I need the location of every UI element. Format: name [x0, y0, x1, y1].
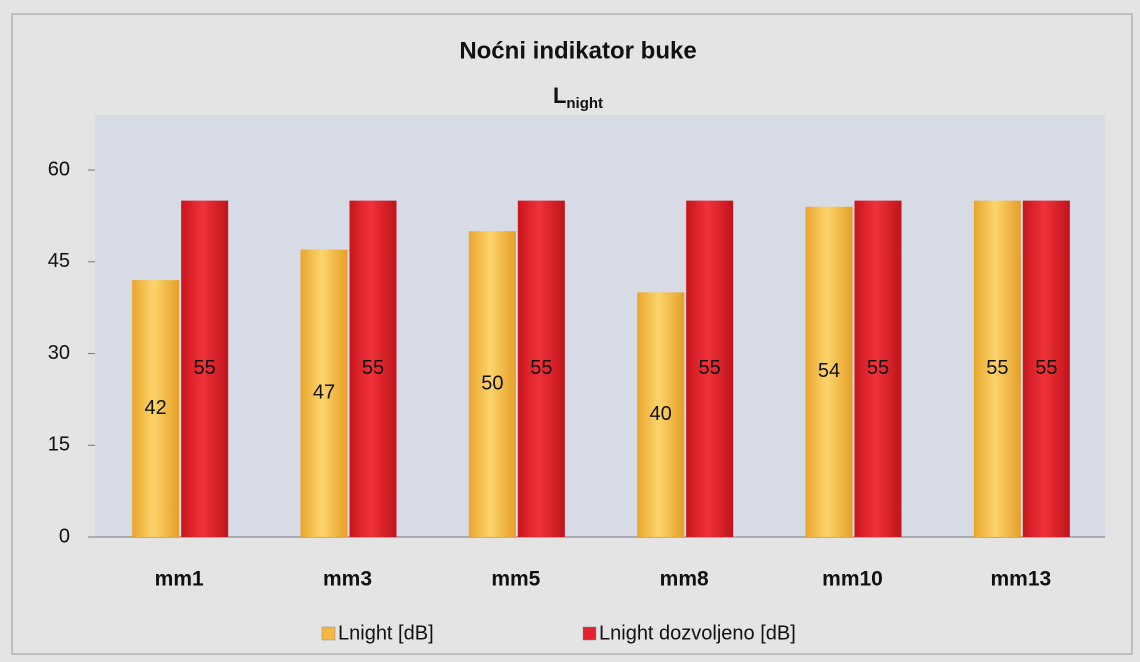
legend-swatch	[582, 626, 597, 641]
plot-area	[95, 115, 1105, 537]
bar	[973, 200, 1021, 538]
data-label: 54	[818, 360, 840, 382]
subtitle-subscript: night	[566, 95, 603, 112]
bar	[132, 280, 180, 537]
x-tick-label: mm3	[323, 568, 372, 591]
y-tick-label: 60	[48, 158, 70, 180]
bar	[1022, 200, 1070, 538]
bar	[181, 200, 229, 538]
y-tick-label: 0	[59, 525, 70, 547]
x-tick-label: mm10	[822, 568, 883, 591]
chart-subtitle: Lnight	[553, 83, 603, 112]
chart-title: Noćni indikator buke	[459, 37, 696, 64]
bar	[349, 200, 397, 538]
data-label: 42	[145, 397, 167, 419]
legend-label: Lnight dozvoljeno [dB]	[599, 622, 796, 644]
y-tick-label: 15	[48, 434, 70, 456]
x-tick-label: mm1	[155, 568, 204, 591]
data-label: 55	[194, 357, 216, 379]
y-tick-label: 30	[48, 342, 70, 364]
x-tick-label: mm13	[990, 568, 1051, 591]
legend-swatch	[321, 626, 336, 641]
data-label: 55	[867, 357, 889, 379]
data-label: 55	[699, 357, 721, 379]
bar	[854, 200, 902, 538]
bar	[517, 200, 565, 538]
bar	[468, 231, 516, 538]
bar	[300, 249, 348, 537]
data-label: 55	[362, 357, 384, 379]
data-label: 50	[481, 372, 503, 394]
data-label: 40	[650, 403, 672, 425]
data-label: 55	[986, 357, 1008, 379]
x-tick-label: mm8	[660, 568, 709, 591]
frame	[11, 13, 1133, 655]
bar	[637, 292, 685, 537]
bar	[805, 206, 853, 537]
data-label: 55	[530, 357, 552, 379]
y-tick-label: 45	[48, 250, 70, 272]
bar	[686, 200, 734, 538]
data-label: 55	[1035, 357, 1057, 379]
data-label: 47	[313, 382, 335, 404]
subtitle-base: L	[553, 83, 566, 108]
legend-label: Lnight [dB]	[338, 622, 434, 644]
x-tick-label: mm5	[491, 568, 540, 591]
